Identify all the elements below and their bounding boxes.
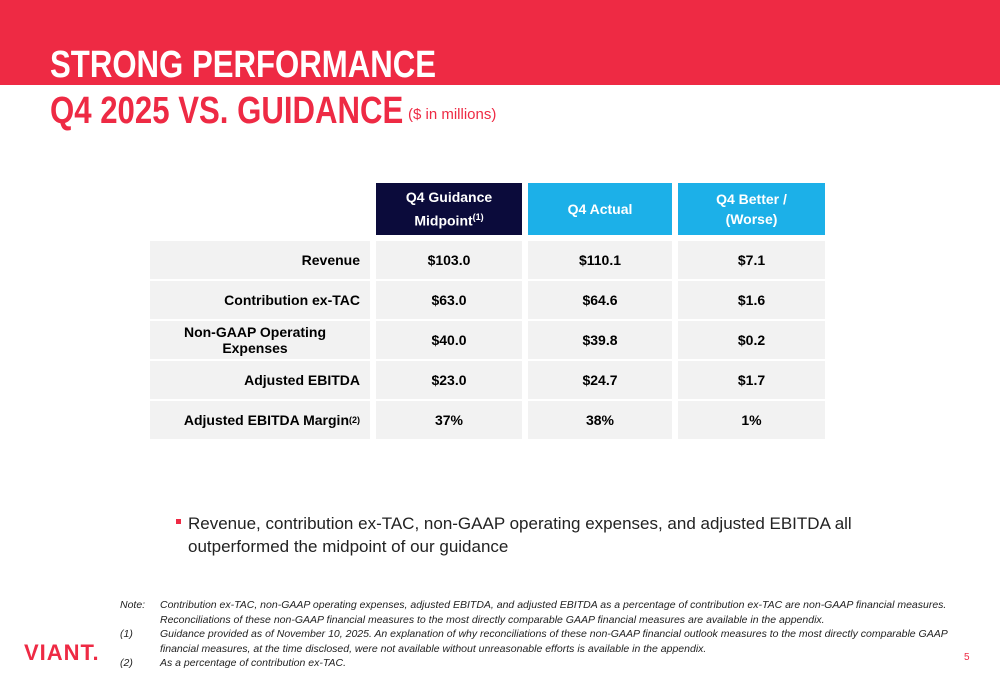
cell-value: $103.0 — [376, 241, 522, 279]
cell-value: 38% — [528, 401, 672, 439]
header-text: Q4 Guidance Midpoint — [405, 189, 493, 229]
column-header: Q4 Better / (Worse) — [678, 183, 825, 235]
bullet-text: Revenue, contribution ex-TAC, non-GAAP o… — [188, 514, 852, 556]
cell-value: $1.7 — [678, 361, 825, 399]
cell-value: 1% — [678, 401, 825, 439]
row-label: Non-GAAP Operating Expenses — [150, 321, 370, 359]
cell-value: $63.0 — [376, 281, 522, 319]
unit: ($ in millions) — [408, 106, 497, 123]
row-label-text: Non-GAAP Operating Expenses — [183, 324, 327, 356]
header-text: Q4 Better / (Worse) — [716, 191, 787, 227]
page-number: 5 — [964, 652, 970, 663]
title: STRONG PERFORMANCE — [50, 44, 521, 87]
column-header: Q4 Guidance Midpoint(1) — [376, 183, 522, 235]
column-header-text: Q4 Guidance Midpoint(1) — [388, 187, 510, 231]
note: Note: Contribution ex-TAC, non-GAAP opera… — [120, 598, 950, 627]
cell-value: $1.6 — [678, 281, 825, 319]
bullet: Revenue, contribution ex-TAC, non-GAAP o… — [176, 512, 936, 558]
cell-value: $23.0 — [376, 361, 522, 399]
cell-value: $64.6 — [528, 281, 672, 319]
cell-value: $40.0 — [376, 321, 522, 359]
note-text: Contribution ex-TAC, non-GAAP operating … — [160, 599, 947, 626]
row-label-text: Adjusted EBITDA Margin — [183, 412, 349, 428]
row-label: Contribution ex-TAC — [150, 281, 370, 319]
cell-value: $110.1 — [528, 241, 672, 279]
row-label-text: Adjusted EBITDA — [244, 372, 360, 388]
header-text: Q4 Actual — [567, 201, 633, 217]
note: (2) As a percentage of contribution ex-TA… — [120, 656, 950, 671]
note-marker: (1) — [120, 628, 133, 640]
cell-value: $0.2 — [678, 321, 825, 359]
footnote-ref: (1) — [472, 212, 484, 223]
note-text: Guidance provided as of November 10, 202… — [160, 628, 948, 655]
logo: VIANT. — [24, 640, 100, 665]
row-label: Adjusted EBITDA Margin (2) — [150, 401, 370, 439]
cell-value: $7.1 — [678, 241, 825, 279]
bullet-marker — [176, 519, 181, 524]
notes: Note: Contribution ex-TAC, non-GAAP opera… — [120, 598, 950, 671]
cell-value: $24.7 — [528, 361, 672, 399]
cell-value: 37% — [376, 401, 522, 439]
note: (1) Guidance provided as of November 10, … — [120, 627, 950, 656]
column-header-text: Q4 Better / (Worse) — [690, 189, 813, 229]
row-label-text: Contribution ex-TAC — [224, 292, 360, 308]
row-label: Adjusted EBITDA — [150, 361, 370, 399]
column-header-text: Q4 Actual — [568, 199, 633, 219]
note-marker: Note: — [120, 599, 146, 611]
cell-value: $39.8 — [528, 321, 672, 359]
header-band — [0, 0, 1000, 85]
column-header: Q4 Actual — [528, 183, 672, 235]
note-text: As a percentage of contribution ex-TAC. — [160, 657, 346, 669]
subtitle-text: Q4 2025 VS. GUIDANCE — [50, 90, 404, 132]
row-label: Revenue — [150, 241, 370, 279]
footnote-ref: (2) — [349, 415, 360, 425]
note-marker: (2) — [120, 657, 133, 669]
row-label-text: Revenue — [301, 252, 360, 268]
subtitle: Q4 2025 VS. GUIDANCE — [50, 90, 481, 133]
title-text: STRONG PERFORMANCE — [50, 44, 437, 86]
